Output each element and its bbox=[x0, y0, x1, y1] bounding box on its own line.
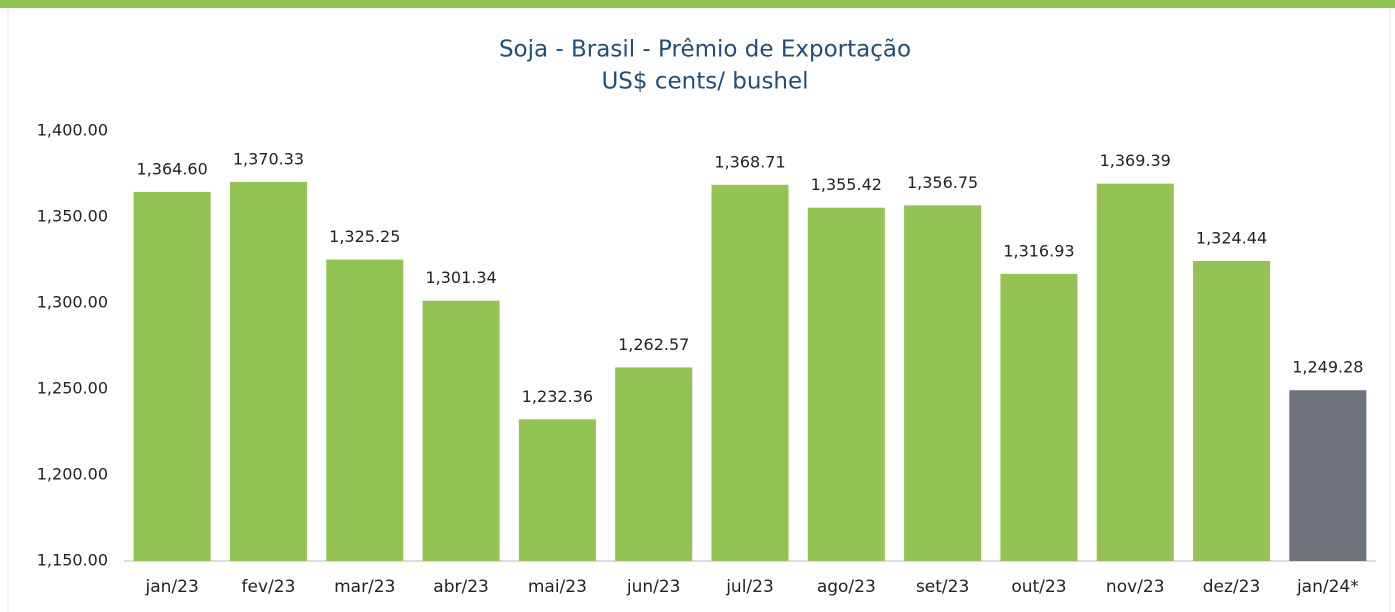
x-tick-label: mar/23 bbox=[334, 577, 395, 597]
x-tick-label: nov/23 bbox=[1106, 577, 1165, 597]
bar bbox=[1193, 260, 1271, 561]
bar bbox=[422, 300, 500, 561]
bar bbox=[904, 205, 982, 561]
chart-subtitle: US$ cents/ bushel bbox=[601, 69, 808, 95]
value-label: 1,356.75 bbox=[907, 173, 978, 192]
value-label: 1,324.44 bbox=[1196, 228, 1267, 247]
x-tick-label: mai/23 bbox=[528, 577, 587, 597]
value-label: 1,368.71 bbox=[714, 152, 785, 171]
y-tick-label: 1,400.00 bbox=[37, 121, 108, 140]
value-label: 1,369.39 bbox=[1100, 151, 1171, 170]
x-tick-label: jul/23 bbox=[725, 577, 774, 597]
y-tick-label: 1,200.00 bbox=[37, 465, 108, 484]
x-tick-label: jan/24* bbox=[1296, 577, 1359, 597]
x-tick-label: jun/23 bbox=[626, 577, 681, 597]
value-label: 1,249.28 bbox=[1292, 358, 1363, 377]
x-tick-label: out/23 bbox=[1011, 577, 1066, 597]
x-tick-label: abr/23 bbox=[433, 577, 489, 597]
bar bbox=[615, 367, 693, 561]
value-label: 1,301.34 bbox=[425, 268, 496, 287]
chart-title: Soja - Brasil - Prêmio de Exportação bbox=[499, 37, 911, 63]
bar bbox=[518, 419, 596, 561]
x-tick-label: fev/23 bbox=[242, 577, 296, 597]
top-band bbox=[0, 0, 1395, 8]
y-tick-label: 1,150.00 bbox=[37, 551, 108, 570]
y-tick-label: 1,350.00 bbox=[37, 207, 108, 226]
x-tick-label: dez/23 bbox=[1203, 577, 1261, 597]
x-tick-label: jan/23 bbox=[145, 577, 199, 597]
bar bbox=[1000, 273, 1078, 561]
bar bbox=[229, 182, 307, 561]
value-label: 1,325.25 bbox=[329, 227, 400, 246]
y-tick-label: 1,300.00 bbox=[37, 293, 108, 312]
bar bbox=[1096, 183, 1174, 561]
x-tick-label: set/23 bbox=[916, 577, 969, 597]
value-label: 1,232.36 bbox=[522, 387, 593, 406]
value-label: 1,364.60 bbox=[137, 159, 208, 178]
value-label: 1,370.33 bbox=[233, 150, 304, 169]
value-label: 1,262.57 bbox=[618, 335, 689, 354]
bar bbox=[807, 207, 885, 561]
bar bbox=[711, 184, 789, 562]
y-tick-label: 1,250.00 bbox=[37, 379, 108, 398]
x-tick-label: ago/23 bbox=[817, 577, 876, 597]
bar bbox=[1289, 390, 1367, 561]
value-label: 1,316.93 bbox=[1003, 241, 1074, 260]
bar bbox=[133, 191, 211, 561]
value-label: 1,355.42 bbox=[811, 175, 882, 194]
bar bbox=[326, 259, 404, 561]
